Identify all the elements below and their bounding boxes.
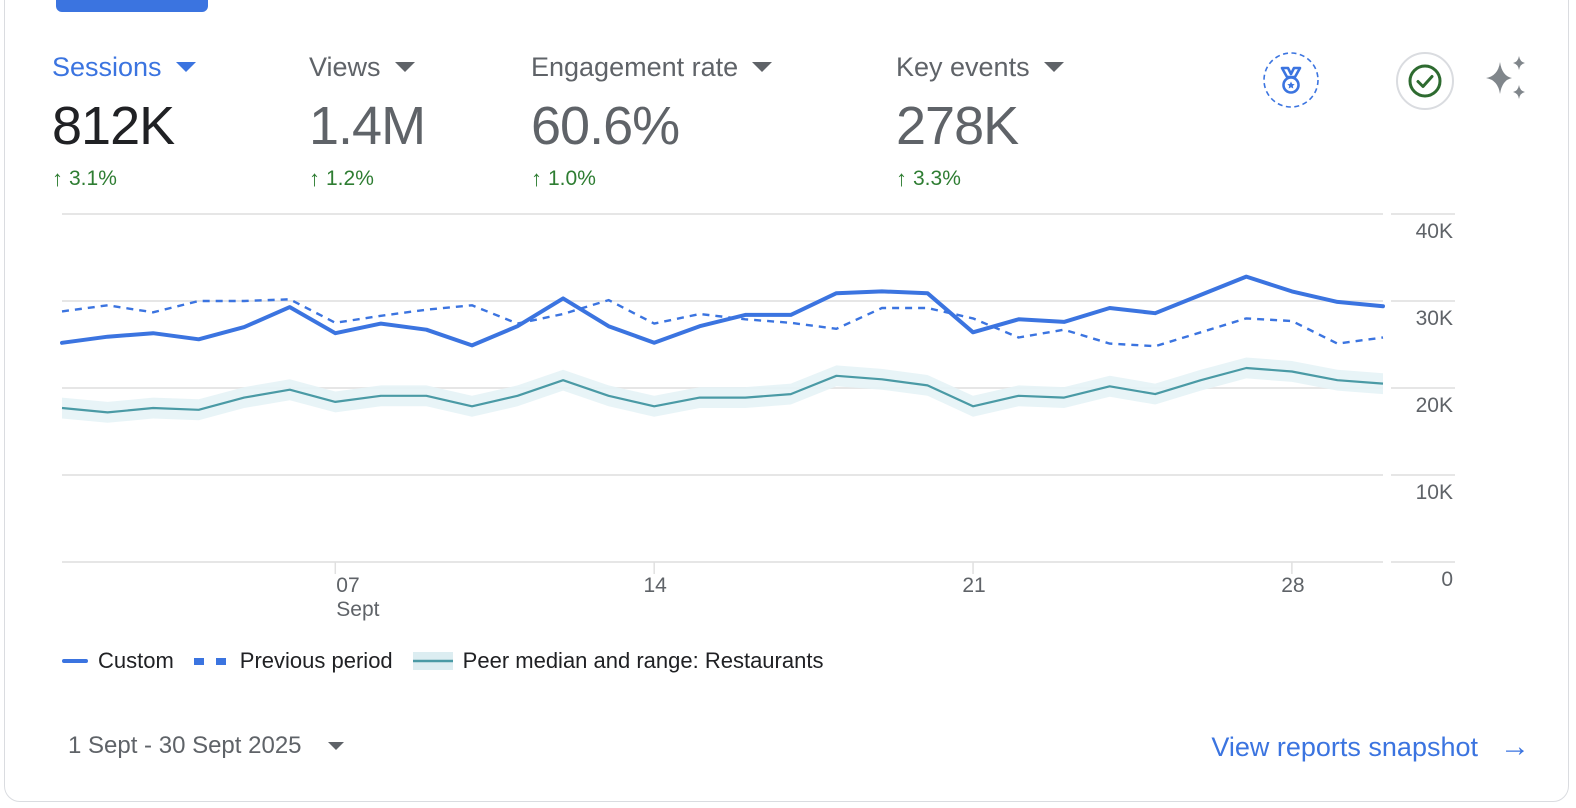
metric-label-text: Key events bbox=[896, 51, 1030, 82]
legend-item-custom[interactable]: Custom bbox=[62, 648, 174, 674]
legend-label: Peer median and range: Restaurants bbox=[462, 648, 824, 673]
arrow-up-icon: ↑ bbox=[531, 166, 542, 191]
metric-label-text: Sessions bbox=[52, 51, 162, 82]
legend-item-previous-period[interactable]: Previous period bbox=[193, 648, 393, 674]
arrow-up-icon: ↑ bbox=[309, 166, 320, 191]
chevron-down-icon bbox=[175, 62, 196, 72]
active-tab-indicator bbox=[56, 0, 208, 12]
arrow-right-icon: → bbox=[1500, 730, 1530, 763]
chevron-down-icon bbox=[752, 62, 773, 72]
view-link-label: View reports snapshot bbox=[1211, 731, 1478, 762]
date-range-label: 1 Sept - 30 Sept 2025 bbox=[68, 732, 302, 759]
peer-median-line bbox=[61, 366, 1384, 414]
arrow-up-icon: ↑ bbox=[896, 166, 907, 191]
metric-change-value: 3.3% bbox=[913, 167, 961, 190]
y-tick-label: 10K bbox=[1416, 481, 1453, 504]
chart-legend: Custom Previous period Peer median and r… bbox=[62, 648, 843, 674]
legend-label: Custom bbox=[98, 648, 174, 673]
metric-value: 1.4M bbox=[309, 96, 426, 156]
metric-value: 60.6% bbox=[531, 96, 680, 156]
metric-value: 812K bbox=[52, 96, 175, 156]
x-tick-sublabel: Sept bbox=[336, 598, 379, 621]
metric-tab-engagement-rate[interactable]: Engagement rate 60.6% ↑ 1.0% bbox=[531, 50, 773, 192]
metric-change: ↑ 1.0% bbox=[531, 166, 772, 192]
metric-change-value: 1.0% bbox=[548, 167, 596, 190]
metric-label: Key events bbox=[896, 50, 1064, 84]
sparkle-icon bbox=[1486, 56, 1525, 99]
x-tick-label: 21 bbox=[962, 574, 985, 597]
date-range-selector[interactable]: 1 Sept - 30 Sept 2025 bbox=[68, 732, 344, 760]
arrow-up-icon: ↑ bbox=[52, 166, 63, 191]
chevron-down-icon bbox=[327, 742, 344, 750]
x-tick-label: 28 bbox=[1281, 574, 1304, 597]
metric-tab-sessions[interactable]: Sessions 812K ↑ 3.1% bbox=[52, 50, 196, 192]
metric-tab-views[interactable]: Views 1.4M ↑ 1.2% bbox=[309, 50, 426, 192]
chevron-down-icon bbox=[1043, 62, 1064, 72]
band-swatch-icon bbox=[412, 652, 453, 670]
legend-item-peer-median[interactable]: Peer median and range: Restaurants bbox=[412, 648, 824, 674]
legend-label: Previous period bbox=[239, 648, 393, 673]
y-tick-label: 20K bbox=[1416, 394, 1453, 417]
metric-value: 278K bbox=[896, 96, 1019, 156]
y-tick-label: 30K bbox=[1416, 307, 1453, 330]
y-tick-label: 0 bbox=[1441, 568, 1453, 591]
metric-label-text: Engagement rate bbox=[531, 51, 739, 82]
peer-range-band bbox=[62, 357, 1383, 423]
x-tick-label: 07 bbox=[336, 574, 359, 597]
chevron-down-icon bbox=[394, 62, 415, 72]
metric-label: Views bbox=[309, 50, 425, 84]
metric-label: Engagement rate bbox=[531, 50, 773, 84]
status-button[interactable] bbox=[1396, 52, 1454, 110]
dashed-line-swatch-icon bbox=[193, 658, 226, 665]
metric-change-value: 1.2% bbox=[326, 167, 374, 190]
metric-change: ↑ 1.2% bbox=[309, 166, 425, 192]
previous-period-line bbox=[61, 298, 1384, 348]
medal-icon bbox=[1263, 52, 1319, 108]
metric-label-text: Views bbox=[309, 51, 381, 82]
x-tick-label: 14 bbox=[643, 574, 667, 597]
view-reports-snapshot-link[interactable]: View reports snapshot → bbox=[1211, 730, 1530, 764]
metric-tab-key-events[interactable]: Key events 278K ↑ 3.3% bbox=[896, 50, 1064, 192]
solid-line-swatch-icon bbox=[62, 659, 88, 663]
custom-line bbox=[60, 274, 1385, 348]
metric-change: ↑ 3.3% bbox=[896, 166, 1064, 192]
benchmark-button[interactable] bbox=[1263, 52, 1319, 108]
metric-change-value: 3.1% bbox=[69, 167, 117, 190]
metric-label: Sessions bbox=[52, 50, 196, 84]
metric-change: ↑ 3.1% bbox=[52, 166, 196, 192]
check-circle-icon bbox=[1408, 64, 1442, 98]
y-tick-label: 40K bbox=[1416, 220, 1453, 243]
insights-button[interactable] bbox=[1480, 52, 1536, 108]
